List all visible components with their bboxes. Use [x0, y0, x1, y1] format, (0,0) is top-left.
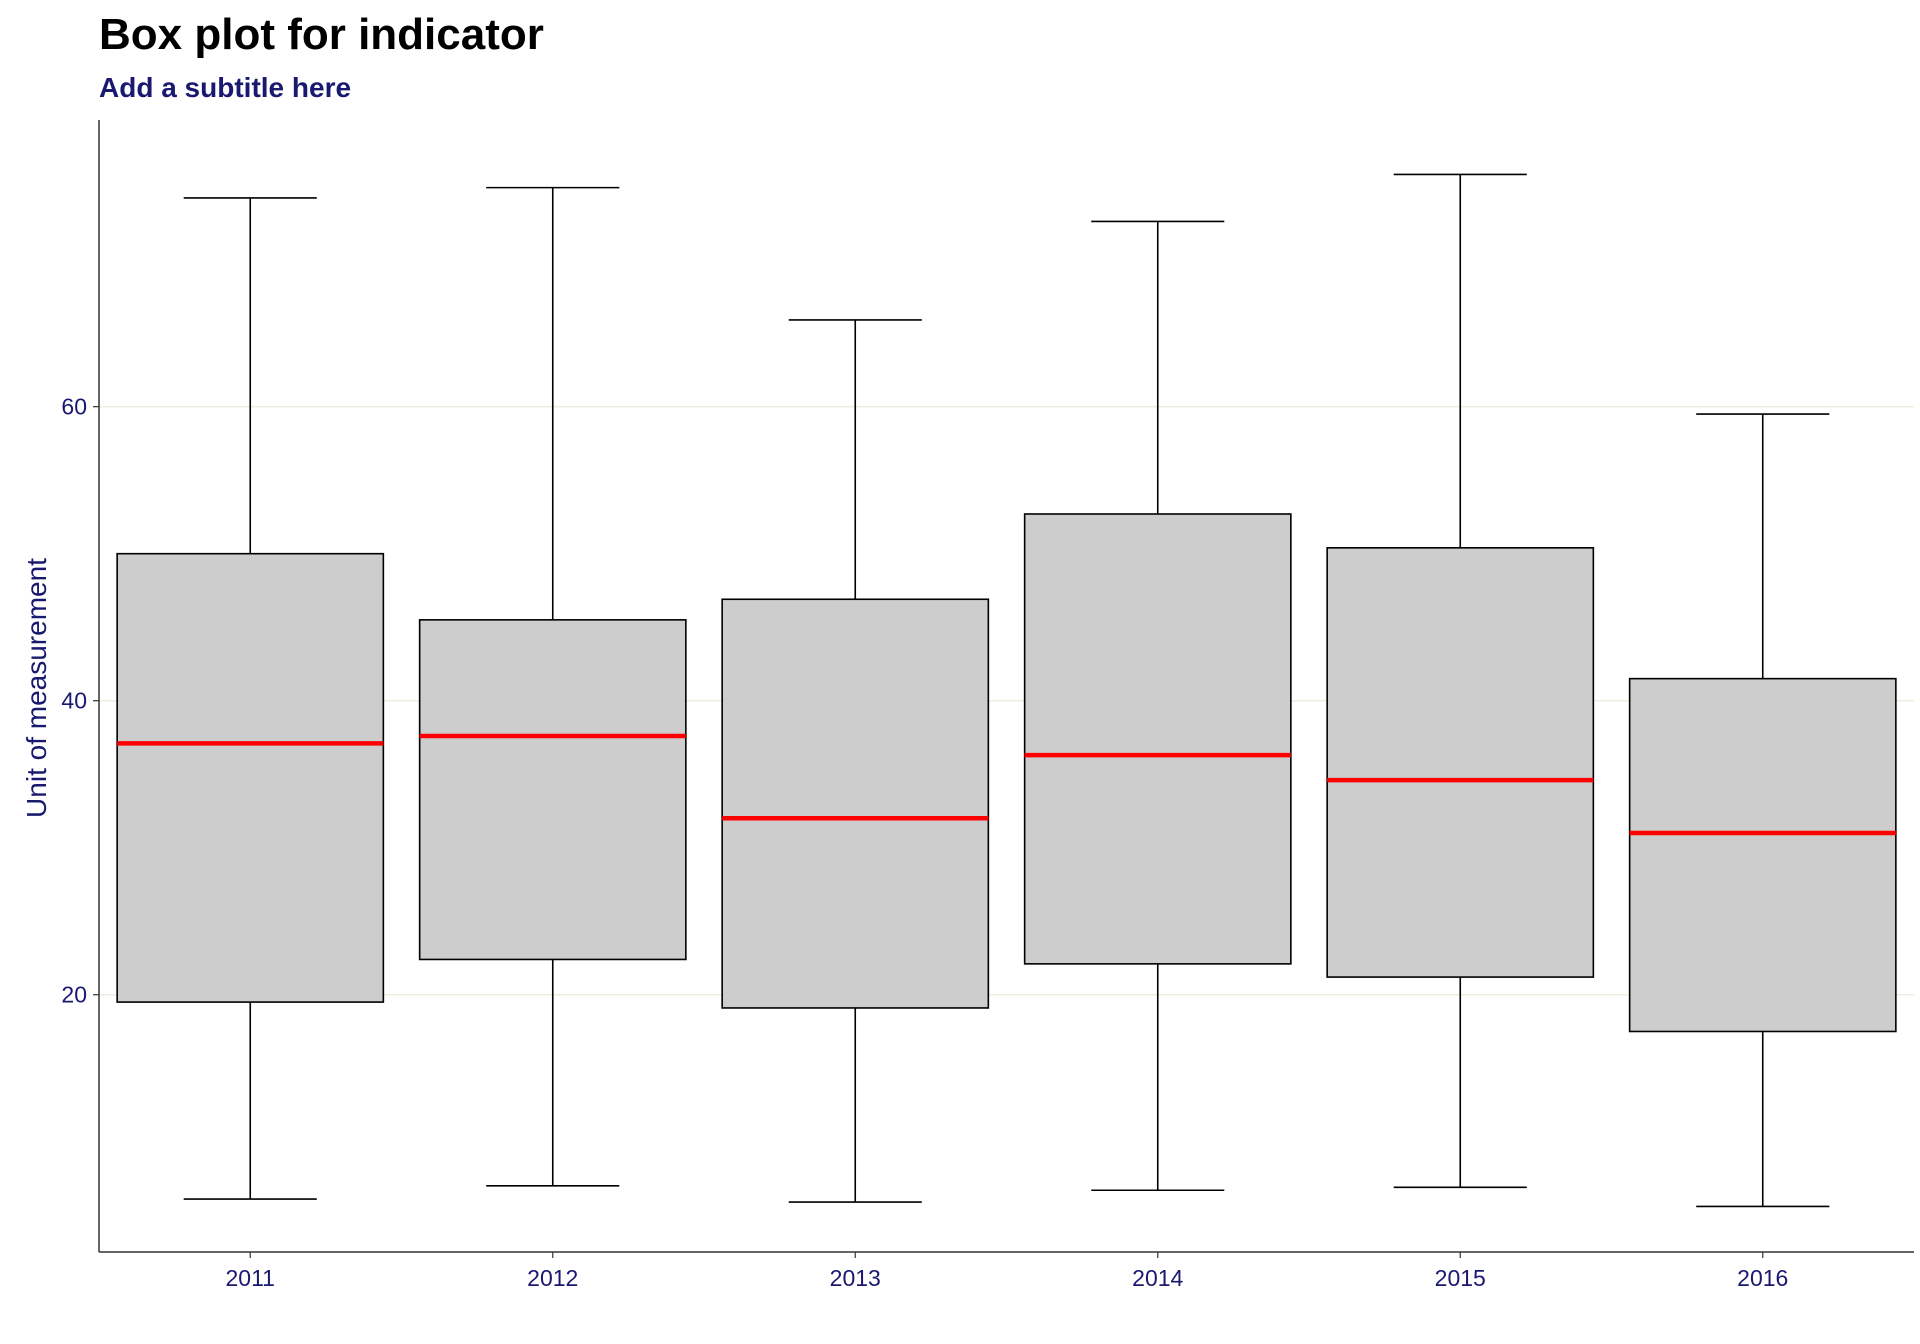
- box-2014: [1023, 220, 1292, 1192]
- box-body-2015: [1326, 547, 1595, 978]
- x-tick-label-2016: 2016: [1737, 1265, 1788, 1291]
- box-body-2014: [1023, 513, 1292, 965]
- tick-labels: 20 40 60 2011 2012 2013 2014 2015 2016: [61, 394, 1788, 1291]
- axes: [93, 120, 1914, 1258]
- chart-subtitle: Add a subtitle here: [99, 72, 352, 103]
- box-2012: [418, 186, 687, 1187]
- box-body-2012: [418, 619, 687, 961]
- y-axis-title: Unit of measurement: [21, 558, 52, 818]
- boxes: [116, 173, 1897, 1208]
- box-body-2011: [116, 552, 385, 1003]
- y-tick-label-40: 40: [61, 688, 87, 714]
- box-2015: [1326, 173, 1595, 1189]
- box-2011: [116, 197, 385, 1200]
- x-tick-label-2015: 2015: [1435, 1265, 1486, 1291]
- gridlines: [99, 405, 1914, 996]
- box-2013: [721, 319, 990, 1203]
- x-tick-label-2012: 2012: [527, 1265, 578, 1291]
- y-tick-label-20: 20: [61, 982, 87, 1008]
- chart-title: Box plot for indicator: [99, 10, 544, 59]
- x-tick-label-2011: 2011: [226, 1265, 275, 1291]
- x-tick-label-2013: 2013: [830, 1265, 881, 1291]
- y-tick-label-60: 60: [61, 394, 87, 420]
- x-tick-label-2014: 2014: [1132, 1265, 1183, 1291]
- box-body-2013: [721, 598, 990, 1009]
- box-2016: [1628, 413, 1897, 1208]
- box-body-2016: [1628, 677, 1897, 1033]
